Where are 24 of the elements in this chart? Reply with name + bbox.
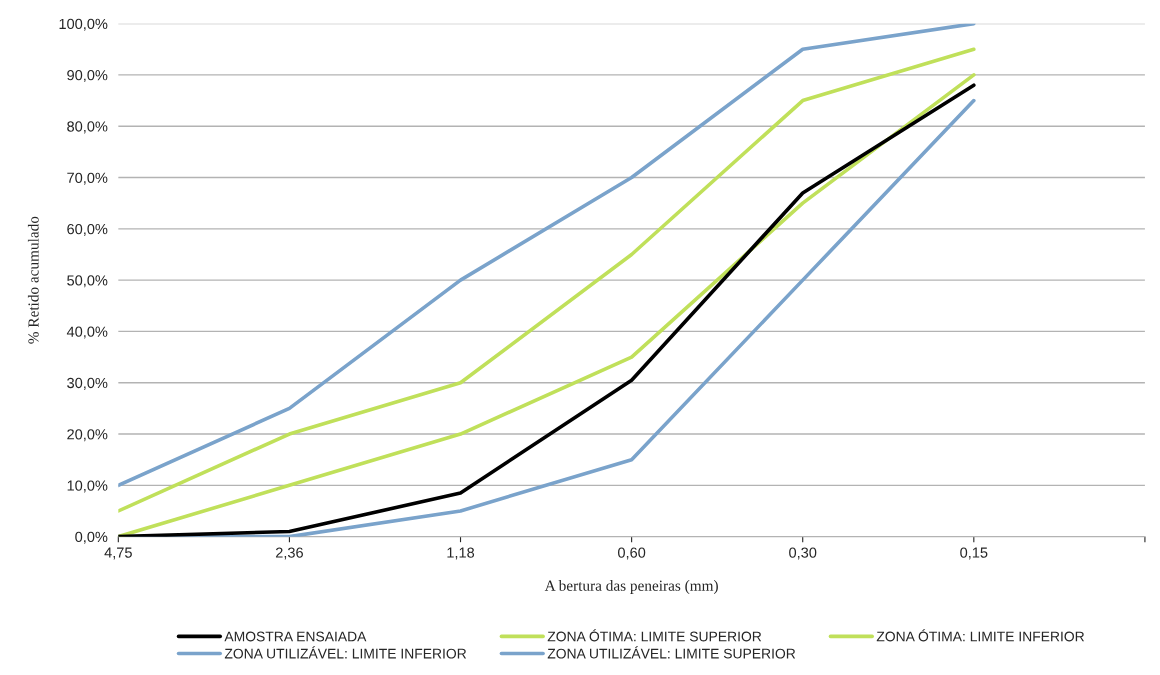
x-tick-label: 0,30: [789, 547, 817, 560]
y-tick-label: 20,0%: [67, 429, 108, 442]
y-tick-label: 30,0%: [67, 377, 108, 390]
legend-label: ZONA UTILIZÁVEL: LIMITE SUPERIOR: [547, 646, 796, 659]
y-tick-label: 70,0%: [67, 172, 108, 185]
y-axis-title: % Retido acumulado: [27, 216, 39, 344]
legend-label: ZONA ÓTIMA: LIMITE INFERIOR: [876, 629, 1085, 642]
y-tick-label: 90,0%: [67, 70, 108, 83]
x-tick-label: 2,36: [275, 547, 303, 560]
x-axis-title: A bertura das peneiras (mm): [544, 580, 718, 594]
y-tick-label: 40,0%: [66, 326, 108, 339]
legend-label: ZONA UTILIZÁVEL: LIMITE INFERIOR: [224, 646, 467, 659]
legend-label: AMOSTRA ENSAIADA: [224, 631, 367, 642]
legend-label: ZONA ÓTIMA: LIMITE SUPERIOR: [547, 629, 762, 642]
x-tick-label: 1,18: [447, 547, 475, 560]
y-tick-label: 0,0%: [75, 531, 108, 544]
x-tick-label: 0,15: [960, 547, 988, 560]
y-tick-label: 80,0%: [67, 121, 108, 134]
y-tick-label: 60,0%: [67, 223, 108, 236]
y-tick-label: 50,0%: [67, 275, 108, 288]
x-tick-label: 0,60: [618, 547, 646, 560]
y-tick-label: 10,0%: [67, 480, 108, 493]
y-tick-label: 100,0%: [59, 18, 108, 31]
x-tick-label: 4,75: [104, 547, 132, 560]
